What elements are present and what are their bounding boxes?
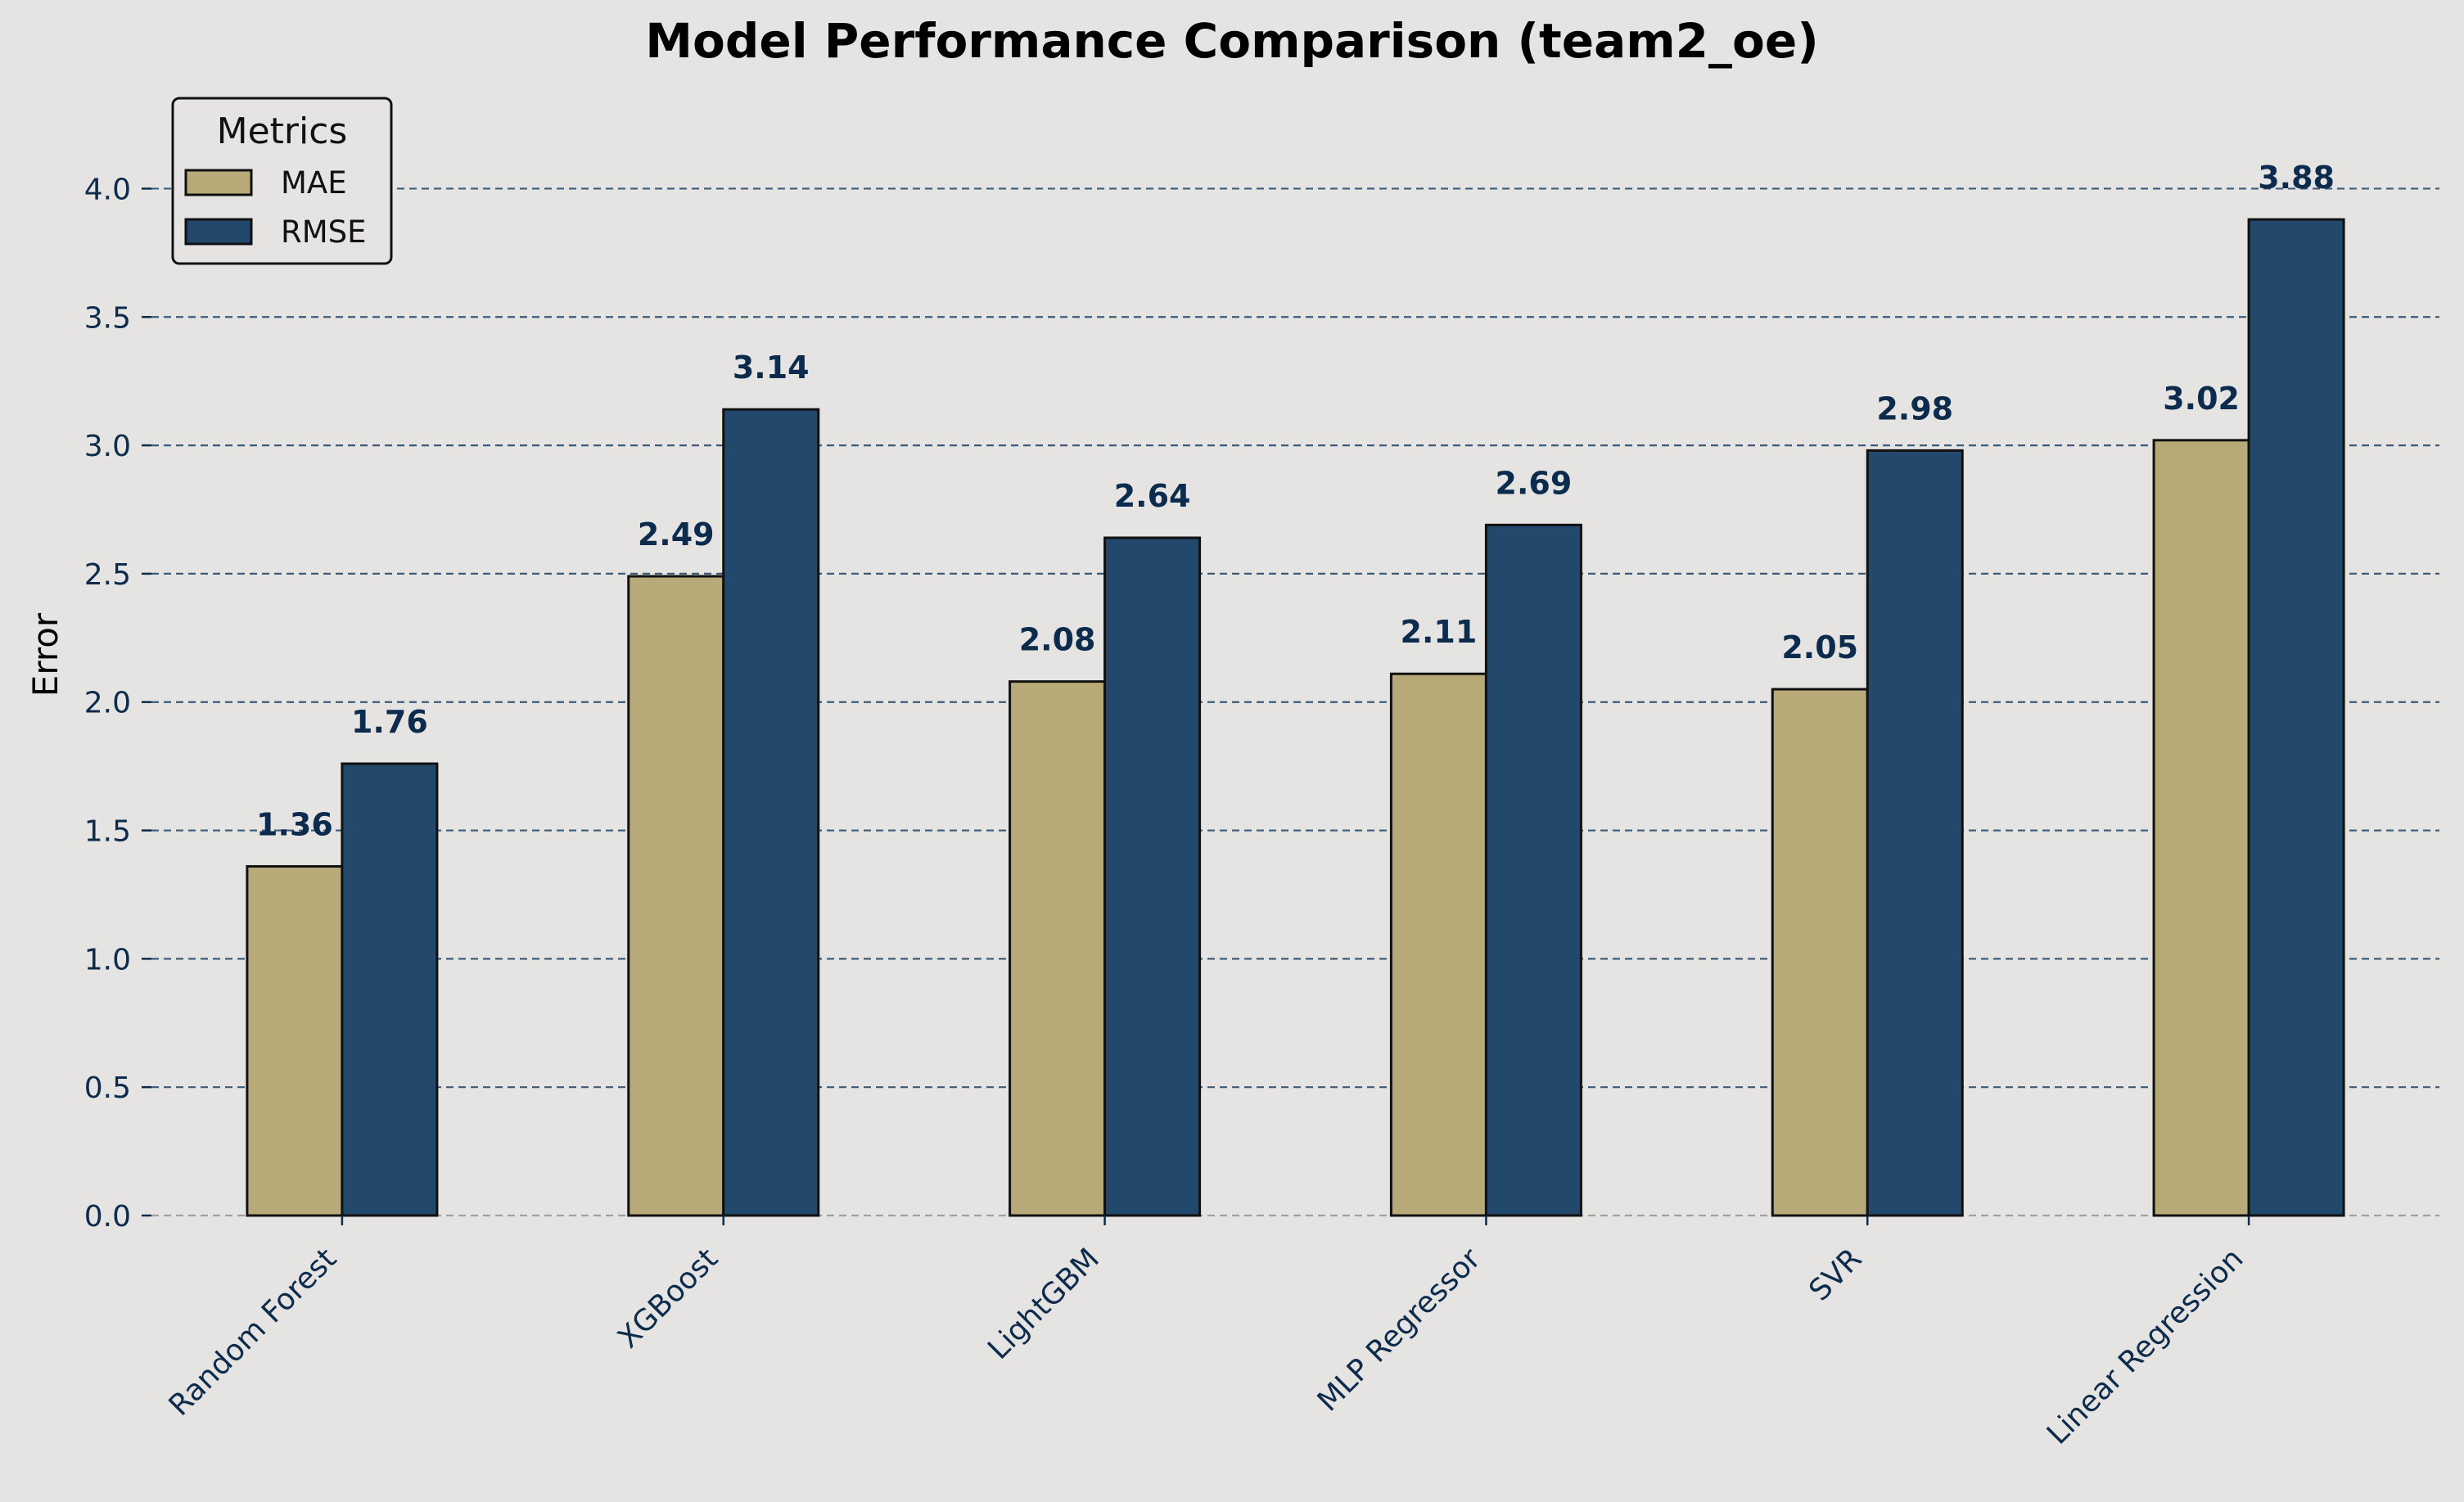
legend: Metrics MAE RMSE <box>171 97 393 265</box>
y-tick-label: 1.5 <box>84 815 131 849</box>
bar-rmse <box>1866 449 1964 1217</box>
bar-mae <box>627 575 725 1217</box>
bar-mae <box>1389 672 1487 1217</box>
y-axis-label: Error <box>25 612 65 697</box>
bar-rmse <box>722 408 820 1217</box>
data-label-rmse: 3.14 <box>733 350 810 386</box>
data-label-mae: 1.36 <box>256 806 333 842</box>
legend-swatch-mae <box>184 169 253 196</box>
data-label-mae: 2.08 <box>1019 622 1096 658</box>
data-label-rmse: 3.88 <box>2258 160 2335 196</box>
data-labels: 1.36 1.76 2.49 3.14 2.08 2.64 2.11 2.69 2.05 2.98… <box>256 160 2335 842</box>
data-label-rmse: 2.69 <box>1496 465 1573 501</box>
data-label-rmse: 1.76 <box>351 704 428 740</box>
x-tick-label: LightGBM <box>982 1242 1106 1366</box>
data-label-rmse: 2.98 <box>1876 390 1953 426</box>
y-axis: 0.0 0.5 1.0 1.5 2.0 2.5 3.0 3.5 4.0 <box>84 173 151 1234</box>
y-tick-label: 0.0 <box>84 1200 131 1234</box>
y-tick-label: 2.0 <box>84 687 131 720</box>
x-tick-label: Linear Regression <box>2041 1242 2250 1450</box>
x-axis: Random Forest XGBoost LightGBM MLP Regresso… <box>163 1216 2250 1451</box>
bar-rmse <box>1103 536 1202 1217</box>
y-tick-label: 0.5 <box>84 1071 131 1105</box>
y-tick-label: 4.0 <box>84 173 131 206</box>
bar-rmse <box>341 762 439 1217</box>
bar-mae <box>246 864 344 1217</box>
bar-rmse <box>2247 218 2345 1217</box>
data-label-mae: 3.02 <box>2163 381 2240 417</box>
legend-swatch-rmse <box>184 218 253 246</box>
legend-title: Metrics <box>217 111 348 152</box>
y-tick-label: 1.0 <box>84 943 131 977</box>
data-label-mae: 2.49 <box>638 516 715 553</box>
x-tick-label: Random Forest <box>163 1242 344 1423</box>
data-label-mae: 2.11 <box>1401 614 1478 650</box>
y-tick-label: 2.5 <box>84 558 131 592</box>
bars <box>246 218 2345 1217</box>
bar-mae <box>1771 688 1869 1217</box>
data-label-rmse: 2.64 <box>1114 478 1191 514</box>
x-tick-label: SVR <box>1803 1242 1868 1307</box>
legend-label-mae: MAE <box>281 165 347 201</box>
bar-mae <box>2152 439 2250 1217</box>
bar-rmse <box>1484 523 1582 1217</box>
y-tick-label: 3.0 <box>84 430 131 463</box>
chart-title: Model Performance Comparison (team2_oe) <box>645 13 1818 69</box>
legend-label-rmse: RMSE <box>281 214 367 250</box>
x-tick-label: XGBoost <box>611 1242 724 1355</box>
x-tick-label: MLP Regressor <box>1311 1242 1487 1418</box>
y-tick-label: 3.5 <box>84 301 131 335</box>
data-label-mae: 2.05 <box>1781 629 1858 665</box>
gridlines <box>151 187 2439 1217</box>
bar-mae <box>1009 680 1107 1217</box>
